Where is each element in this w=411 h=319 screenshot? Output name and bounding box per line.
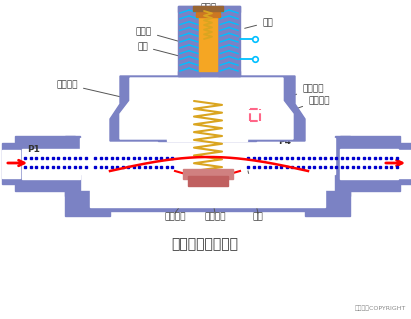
Bar bbox=[396, 150, 411, 178]
Polygon shape bbox=[120, 78, 293, 139]
Polygon shape bbox=[65, 136, 350, 211]
Bar bbox=[178, 6, 200, 76]
Bar bbox=[167, 105, 247, 141]
Text: P4: P4 bbox=[278, 137, 291, 146]
Bar bbox=[199, 9, 217, 71]
Bar bbox=[178, 6, 240, 12]
Bar bbox=[188, 176, 228, 186]
Bar bbox=[178, 71, 240, 76]
Text: 弹簧: 弹簧 bbox=[245, 18, 273, 28]
Bar bbox=[183, 169, 233, 179]
Text: 膜片: 膜片 bbox=[253, 212, 263, 221]
Text: 主阀阀芯: 主阀阀芯 bbox=[204, 212, 226, 221]
Text: 定铁心: 定铁心 bbox=[201, 3, 217, 12]
Polygon shape bbox=[80, 138, 335, 207]
Text: 主阀阀座: 主阀阀座 bbox=[164, 212, 186, 221]
Text: 平衡孔道: 平衡孔道 bbox=[56, 80, 127, 98]
Bar bbox=[196, 7, 220, 17]
Text: 动铁心: 动铁心 bbox=[136, 27, 196, 46]
Bar bbox=[218, 6, 240, 76]
Text: 泄压孔道: 泄压孔道 bbox=[293, 96, 330, 110]
Bar bbox=[22, 149, 80, 179]
Bar bbox=[396, 143, 411, 184]
Text: 东方仿真COPYRIGHT: 东方仿真COPYRIGHT bbox=[355, 305, 406, 311]
Text: 线圈: 线圈 bbox=[137, 42, 180, 56]
Text: P3: P3 bbox=[168, 124, 181, 133]
Bar bbox=[15, 136, 80, 191]
Bar bbox=[340, 149, 398, 179]
Bar bbox=[305, 191, 350, 216]
Bar bbox=[158, 103, 256, 141]
Text: P2: P2 bbox=[203, 97, 216, 106]
Bar bbox=[193, 6, 223, 11]
Bar bbox=[2, 143, 20, 184]
Polygon shape bbox=[110, 76, 305, 141]
Text: P1: P1 bbox=[27, 145, 40, 154]
Bar bbox=[2, 150, 20, 178]
Bar bbox=[65, 191, 110, 216]
Text: 管道联系式电磁阀: 管道联系式电磁阀 bbox=[171, 237, 238, 251]
Text: 守阀阀座: 守阀阀座 bbox=[286, 84, 323, 98]
Bar bbox=[335, 136, 400, 191]
